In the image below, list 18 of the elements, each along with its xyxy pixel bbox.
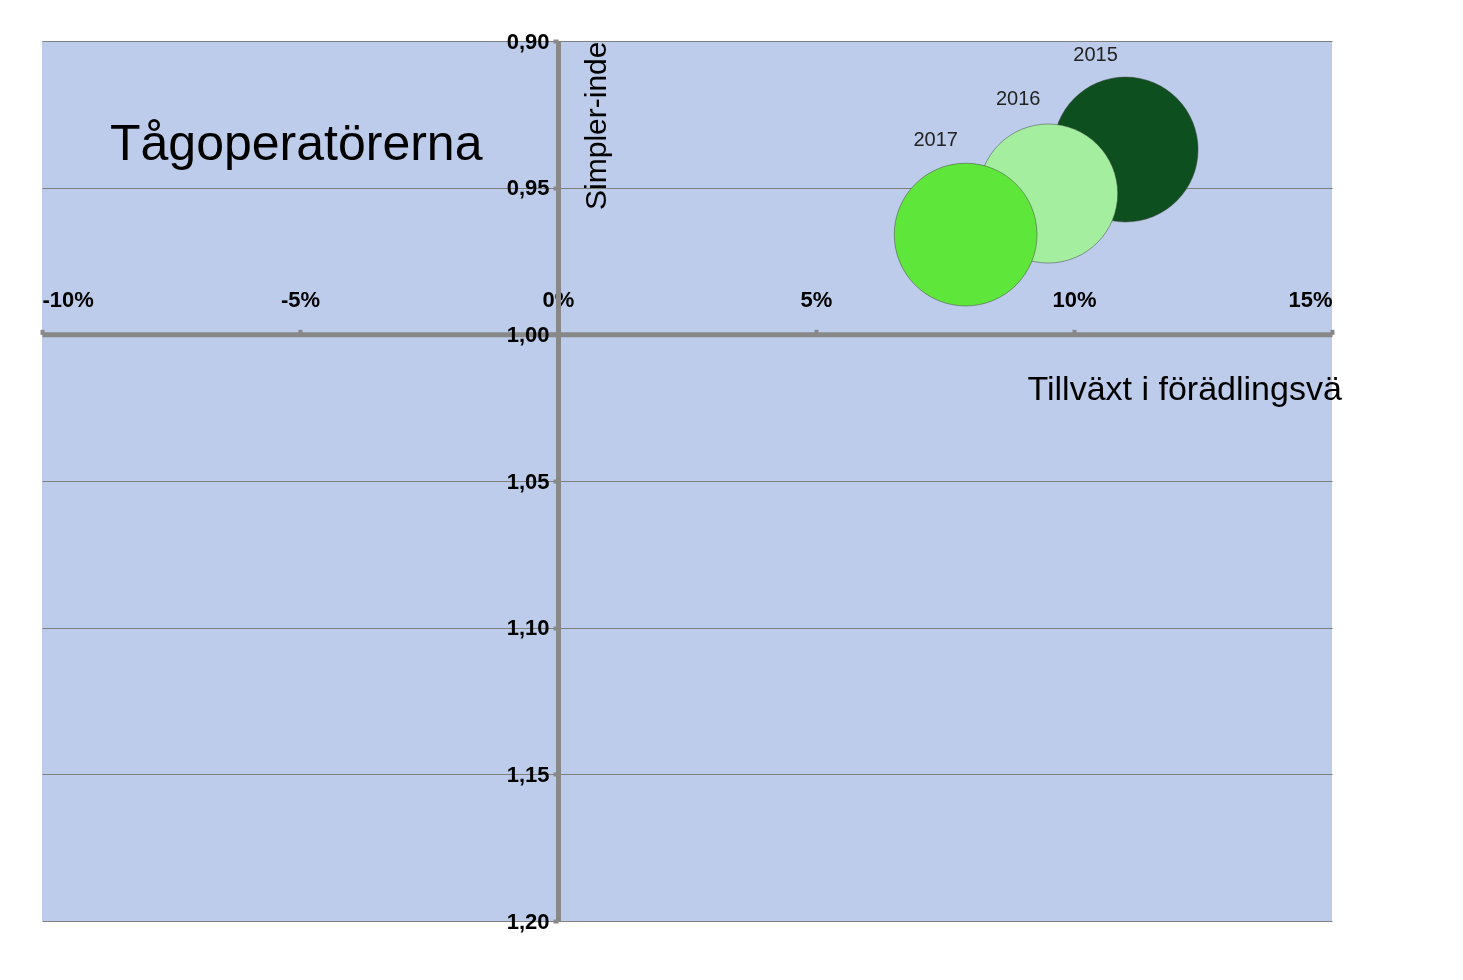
y-tick-label: 0,95 bbox=[506, 175, 550, 201]
y-tick-label: 1,10 bbox=[506, 615, 550, 641]
y-axis-title: Simpler-inde bbox=[578, 41, 612, 210]
text: Tågoperatörerna bbox=[110, 115, 483, 171]
y-tick-label: 1,00 bbox=[506, 321, 550, 347]
series-label: 2017 bbox=[913, 127, 958, 150]
x-tick-label: 15% bbox=[1288, 286, 1333, 312]
y-tick-label: 1,05 bbox=[506, 468, 550, 494]
x-tick-label: -10% bbox=[42, 286, 94, 312]
y-tick-label: 1,20 bbox=[506, 908, 550, 934]
x-tick-label: 5% bbox=[800, 286, 833, 312]
x-tick-label: -5% bbox=[280, 286, 321, 312]
y-tick-label: 1,15 bbox=[506, 761, 550, 787]
x-axis-title: Tillväxt i förädlingsvä bbox=[1027, 368, 1342, 407]
series-label: 2016 bbox=[995, 86, 1041, 109]
series-label: 2015 bbox=[1073, 42, 1118, 65]
x-tick-label: 10% bbox=[1052, 286, 1097, 312]
y-tick-label: 0,90 bbox=[506, 28, 550, 54]
